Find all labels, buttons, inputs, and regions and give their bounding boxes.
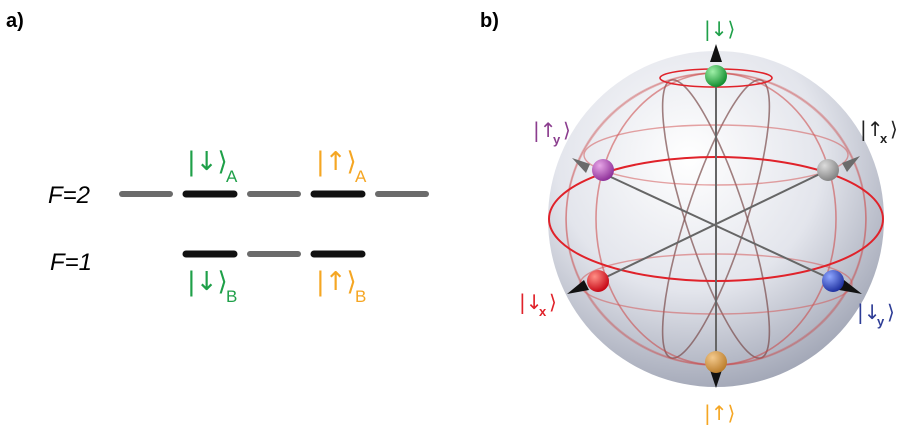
meridian-2: [661, 79, 771, 359]
state-ball-up: [705, 351, 727, 373]
ket-down-b-text: |↓⟩: [187, 267, 228, 297]
meridian-5: [565, 72, 867, 366]
label-down-x-sub: x: [539, 304, 547, 319]
panel-a-label: a): [6, 10, 24, 32]
ket-up-b-sub: B: [355, 287, 366, 306]
svg-text:⟩: ⟩: [887, 300, 895, 324]
label-up-x: |↑ x ⟩: [860, 117, 898, 146]
arrow-top: [710, 44, 722, 62]
ket-down-a: |↓⟩ A: [187, 147, 238, 186]
label-down-x: |↓ x ⟩: [519, 290, 557, 319]
arrow-right: [839, 280, 862, 294]
label-up-x-head: |↑: [860, 117, 884, 141]
panel-b: b): [480, 10, 898, 425]
ket-down-a-sub: A: [226, 167, 238, 186]
ket-down-b: |↓⟩ B: [187, 267, 237, 306]
label-down-y: |↓ y ⟩: [857, 300, 895, 329]
axis-arrowheads: [567, 44, 862, 388]
ket-up-b: |↑⟩ B: [316, 267, 366, 306]
state-ball-down-y: [822, 270, 844, 292]
svg-text:⟩: ⟩: [549, 290, 557, 314]
arrow-left: [567, 280, 589, 294]
label-up-y-sub: y: [553, 132, 561, 147]
svg-text:⟩: ⟩: [890, 117, 898, 141]
f1-level-label: F=1: [50, 249, 92, 276]
panel-b-label: b): [480, 10, 499, 32]
ket-down-b-sub: B: [226, 287, 237, 306]
state-ball-up-y: [592, 159, 614, 181]
meridian-4: [565, 72, 867, 366]
f2-level-label: F=2: [48, 182, 90, 209]
label-up-y: |↑ y ⟩: [533, 118, 571, 147]
label-down-x-head: |↓: [519, 290, 543, 314]
ket-down-a-text: |↓⟩: [187, 147, 228, 177]
state-ball-down: [705, 65, 727, 87]
ket-up-a-sub: A: [355, 167, 367, 186]
state-ball-down-x: [587, 270, 609, 292]
arrow-up-right: [842, 156, 860, 172]
y-axis: [599, 171, 834, 281]
ket-up-a-text: |↑⟩: [316, 147, 357, 177]
label-top: |↓⟩: [704, 17, 735, 41]
sphere-axes: [597, 76, 834, 362]
label-up-x-sub: x: [880, 131, 888, 146]
ket-up-a: |↑⟩ A: [316, 147, 367, 186]
arrow-up-left: [572, 158, 590, 173]
label-up-y-head: |↑: [533, 118, 557, 142]
x-axis: [597, 169, 829, 282]
panel-a: a) F=2 F=1 |↓⟩ A |↑⟩ A |↓⟩ B: [6, 10, 429, 306]
arrow-bottom: [710, 370, 722, 388]
svg-text:⟩: ⟩: [563, 118, 571, 142]
label-down-y-sub: y: [877, 314, 885, 329]
label-down-y-head: |↓: [857, 300, 881, 324]
ket-up-b-text: |↑⟩: [316, 267, 357, 297]
label-bottom: |↑⟩: [704, 401, 735, 425]
state-ball-up-x: [817, 159, 839, 181]
